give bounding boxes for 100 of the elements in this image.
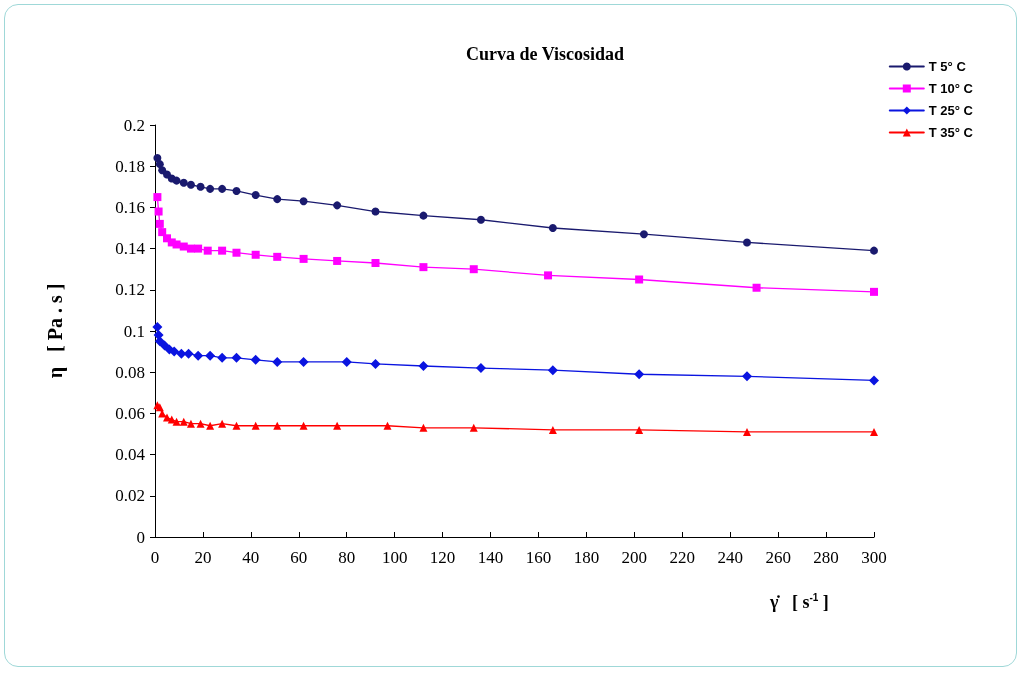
y-tick-label: 0.04 xyxy=(115,445,146,465)
point xyxy=(172,417,181,426)
point xyxy=(383,421,392,430)
x-tick-label: 240 xyxy=(717,548,743,567)
point xyxy=(870,246,878,255)
point xyxy=(179,178,188,187)
x-tick-label: 220 xyxy=(669,548,696,567)
point xyxy=(218,184,227,193)
point xyxy=(639,230,648,239)
y-tick-label: 0.18 xyxy=(115,156,145,176)
legend-label: T 25° C xyxy=(928,103,974,118)
point xyxy=(635,425,644,434)
point xyxy=(634,369,645,380)
point xyxy=(869,375,879,386)
point xyxy=(169,346,180,357)
point xyxy=(186,180,195,189)
point xyxy=(206,184,215,193)
point xyxy=(298,356,309,367)
point xyxy=(206,421,215,430)
x-tick-label: 60 xyxy=(290,548,308,567)
point xyxy=(742,427,751,436)
point xyxy=(547,365,558,376)
point xyxy=(419,211,428,220)
point xyxy=(371,259,380,268)
x-tick-label: 260 xyxy=(765,548,791,567)
point xyxy=(476,215,485,224)
point xyxy=(172,240,181,249)
x-tick-label: 140 xyxy=(477,548,504,567)
point xyxy=(250,354,261,365)
point xyxy=(217,352,228,363)
point xyxy=(544,271,553,280)
legend-label: T 35° C xyxy=(928,125,974,140)
x-tick-label: 80 xyxy=(338,548,356,567)
point xyxy=(419,263,428,272)
x-tick-label: 180 xyxy=(573,548,600,567)
x-tick-label: 120 xyxy=(429,548,456,567)
point xyxy=(370,358,381,369)
point xyxy=(635,275,644,284)
y-tick-label: 0.12 xyxy=(115,280,145,300)
y-tick-label: 0.02 xyxy=(115,486,145,506)
x-tick-label: 300 xyxy=(861,548,887,567)
point xyxy=(205,350,216,361)
point xyxy=(251,421,260,430)
point xyxy=(870,287,878,296)
point xyxy=(232,248,241,257)
point xyxy=(167,415,176,424)
x-tick-label: 200 xyxy=(621,548,648,567)
y-tick-label: 0.14 xyxy=(115,239,146,259)
point xyxy=(162,413,171,422)
legend-label: T 5° C xyxy=(928,59,967,74)
point xyxy=(870,427,878,436)
x-tick-label: 100 xyxy=(381,548,408,567)
point xyxy=(153,193,162,202)
point xyxy=(158,228,167,237)
y-tick-label: 0.1 xyxy=(123,321,145,341)
point xyxy=(203,246,212,255)
point xyxy=(469,423,478,432)
point xyxy=(333,201,342,210)
chart-title: Curva de Viscosidad xyxy=(465,44,625,64)
point xyxy=(475,363,486,374)
point xyxy=(548,224,557,232)
point xyxy=(273,421,282,430)
point xyxy=(371,207,380,216)
y-tick-label: 0.16 xyxy=(115,197,145,217)
point xyxy=(232,186,241,195)
point xyxy=(742,238,751,247)
x-tick-label: 160 xyxy=(525,548,552,567)
x-tick-label: 40 xyxy=(242,548,260,567)
point xyxy=(232,421,241,430)
point xyxy=(218,246,227,255)
legend-label: T 10° C xyxy=(928,81,974,96)
point xyxy=(194,244,203,253)
x-tick-label: 280 xyxy=(813,548,839,567)
x-tick-label: 0 xyxy=(150,548,160,567)
point xyxy=(251,191,260,200)
point xyxy=(741,371,752,382)
point xyxy=(299,421,308,430)
point xyxy=(469,265,478,274)
point xyxy=(273,252,282,261)
point xyxy=(333,421,342,430)
point xyxy=(179,417,188,426)
point xyxy=(186,419,195,428)
y-tick-label: 0 xyxy=(136,527,145,547)
point xyxy=(251,250,260,259)
point xyxy=(231,352,242,363)
point xyxy=(752,283,761,292)
point xyxy=(159,340,170,351)
point xyxy=(155,219,164,228)
point xyxy=(179,242,188,251)
point xyxy=(196,182,205,191)
point xyxy=(418,361,429,372)
point xyxy=(299,254,308,263)
y-tick-label: 0.08 xyxy=(115,362,145,382)
point xyxy=(154,207,163,216)
y-axis-title: η [ Pa . s ] xyxy=(44,283,67,379)
y-tick-label: 0.2 xyxy=(123,115,145,135)
point xyxy=(299,197,308,206)
point xyxy=(273,195,282,204)
point xyxy=(419,423,428,432)
point xyxy=(548,425,557,434)
